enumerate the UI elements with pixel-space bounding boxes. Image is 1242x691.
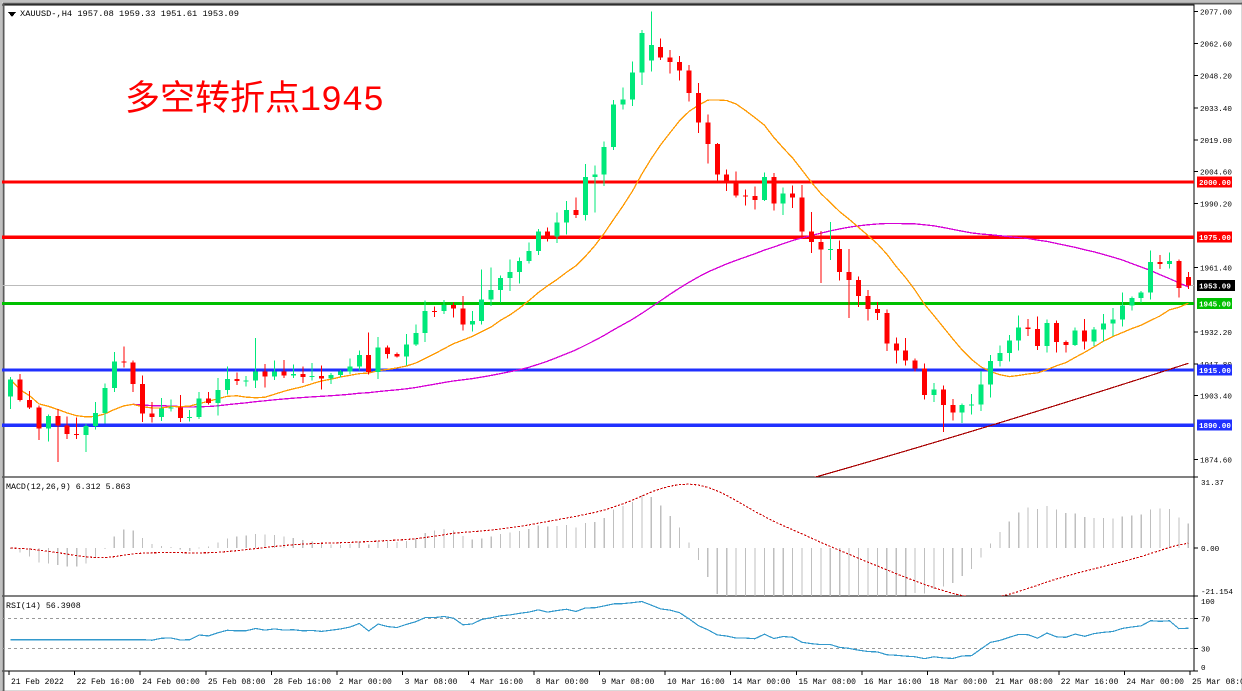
svg-text:2 Mar 00:00: 2 Mar 00:00 bbox=[339, 678, 392, 687]
svg-text:2048.20: 2048.20 bbox=[1200, 73, 1232, 81]
svg-text:0: 0 bbox=[1201, 665, 1206, 673]
svg-text:1975.00: 1975.00 bbox=[1199, 235, 1231, 243]
svg-text:1953.09: 1953.09 bbox=[1199, 284, 1231, 292]
svg-text:1903.40: 1903.40 bbox=[1200, 394, 1232, 402]
svg-text:XAUUSD-,H4 1957.08 1959.33 19: XAUUSD-,H4 1957.08 1959.33 1951.61 1953.… bbox=[20, 9, 239, 19]
svg-text:1945.00: 1945.00 bbox=[1199, 302, 1231, 310]
svg-text:24 Feb 00:00: 24 Feb 00:00 bbox=[142, 678, 200, 687]
svg-text:22 Mar 16:00: 22 Mar 16:00 bbox=[1061, 678, 1119, 687]
svg-text:MACD(12,26,9) 6.312 5.863: MACD(12,26,9) 6.312 5.863 bbox=[6, 482, 130, 492]
svg-text:2019.00: 2019.00 bbox=[1200, 138, 1232, 146]
svg-text:1961.40: 1961.40 bbox=[1200, 265, 1232, 273]
svg-text:100: 100 bbox=[1201, 599, 1215, 607]
svg-text:0.00: 0.00 bbox=[1201, 546, 1220, 554]
svg-text:30: 30 bbox=[1201, 647, 1211, 655]
svg-text:18 Mar 00:00: 18 Mar 00:00 bbox=[930, 678, 988, 687]
svg-text:21 Mar 08:00: 21 Mar 08:00 bbox=[995, 678, 1053, 687]
svg-text:14 Mar 00:00: 14 Mar 00:00 bbox=[733, 678, 791, 687]
svg-text:2033.40: 2033.40 bbox=[1200, 106, 1232, 114]
svg-text:22 Feb 16:00: 22 Feb 16:00 bbox=[77, 678, 135, 687]
svg-text:4 Mar 16:00: 4 Mar 16:00 bbox=[470, 678, 523, 687]
svg-text:2077.00: 2077.00 bbox=[1200, 10, 1232, 18]
svg-text:31.37: 31.37 bbox=[1201, 480, 1224, 488]
svg-text:多空转折点1945: 多空转折点1945 bbox=[125, 79, 384, 121]
svg-text:2000.00: 2000.00 bbox=[1199, 180, 1231, 188]
svg-text:9 Mar 08:00: 9 Mar 08:00 bbox=[602, 678, 655, 687]
svg-text:10 Mar 16:00: 10 Mar 16:00 bbox=[667, 678, 725, 687]
svg-text:21 Feb 2022: 21 Feb 2022 bbox=[11, 678, 64, 687]
svg-text:2062.60: 2062.60 bbox=[1200, 41, 1232, 49]
svg-text:1915.00: 1915.00 bbox=[1199, 368, 1231, 376]
svg-text:25 Feb 08:00: 25 Feb 08:00 bbox=[208, 678, 266, 687]
svg-text:70: 70 bbox=[1201, 617, 1211, 625]
svg-text:1874.60: 1874.60 bbox=[1200, 457, 1232, 465]
svg-text:24 Mar 00:00: 24 Mar 00:00 bbox=[1126, 678, 1184, 687]
svg-text:15 Mar 08:00: 15 Mar 08:00 bbox=[798, 678, 856, 687]
svg-text:25 Mar 08:00: 25 Mar 08:00 bbox=[1192, 678, 1242, 687]
svg-text:16 Mar 16:00: 16 Mar 16:00 bbox=[864, 678, 922, 687]
svg-text:RSI(14) 56.3908: RSI(14) 56.3908 bbox=[6, 601, 81, 611]
svg-text:-21.154: -21.154 bbox=[1201, 589, 1233, 597]
svg-text:8 Mar 00:00: 8 Mar 00:00 bbox=[536, 678, 589, 687]
svg-text:28 Feb 16:00: 28 Feb 16:00 bbox=[273, 678, 331, 687]
svg-text:1990.20: 1990.20 bbox=[1200, 202, 1232, 210]
svg-text:1890.00: 1890.00 bbox=[1199, 423, 1231, 431]
svg-text:1932.20: 1932.20 bbox=[1200, 330, 1232, 338]
svg-text:3 Mar 08:00: 3 Mar 08:00 bbox=[405, 678, 458, 687]
